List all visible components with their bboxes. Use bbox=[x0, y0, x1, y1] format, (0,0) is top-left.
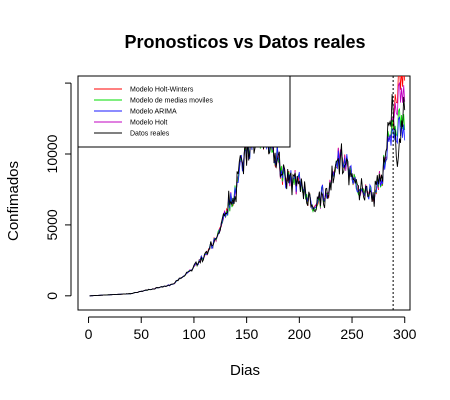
y-tick-label: 5000 bbox=[44, 209, 60, 240]
x-tick-label: 200 bbox=[288, 326, 312, 342]
series-layer bbox=[89, 76, 406, 297]
y-axis-label: Confimados bbox=[5, 161, 22, 241]
x-axis: 0 50 100 150 200 250 300 bbox=[85, 316, 417, 342]
legend-label: Datos reales bbox=[130, 131, 170, 138]
y-axis: 0 5000 10000 bbox=[44, 82, 72, 300]
x-tick-label: 300 bbox=[393, 326, 417, 342]
y-tick-label: 10000 bbox=[44, 134, 60, 173]
x-tick-label: 150 bbox=[235, 326, 259, 342]
x-tick-label: 0 bbox=[85, 326, 93, 342]
legend-label: Modelo Holt bbox=[130, 120, 167, 127]
chart-title: Pronosticos vs Datos reales bbox=[124, 32, 365, 52]
x-tick-label: 250 bbox=[340, 326, 364, 342]
legend-label: Modelo ARIMA bbox=[130, 109, 177, 116]
legend-label: Modelo de medias moviles bbox=[130, 98, 213, 105]
x-axis-label: Dias bbox=[230, 362, 260, 379]
y-tick-label: 0 bbox=[44, 292, 60, 300]
legend-label: Modelo Holt-Winters bbox=[130, 87, 194, 94]
x-tick-label: 100 bbox=[182, 326, 206, 342]
x-tick-label: 50 bbox=[133, 326, 149, 342]
legend: Modelo Holt-Winters Modelo de medias movi… bbox=[77, 75, 291, 148]
series-line-4 bbox=[89, 94, 406, 297]
